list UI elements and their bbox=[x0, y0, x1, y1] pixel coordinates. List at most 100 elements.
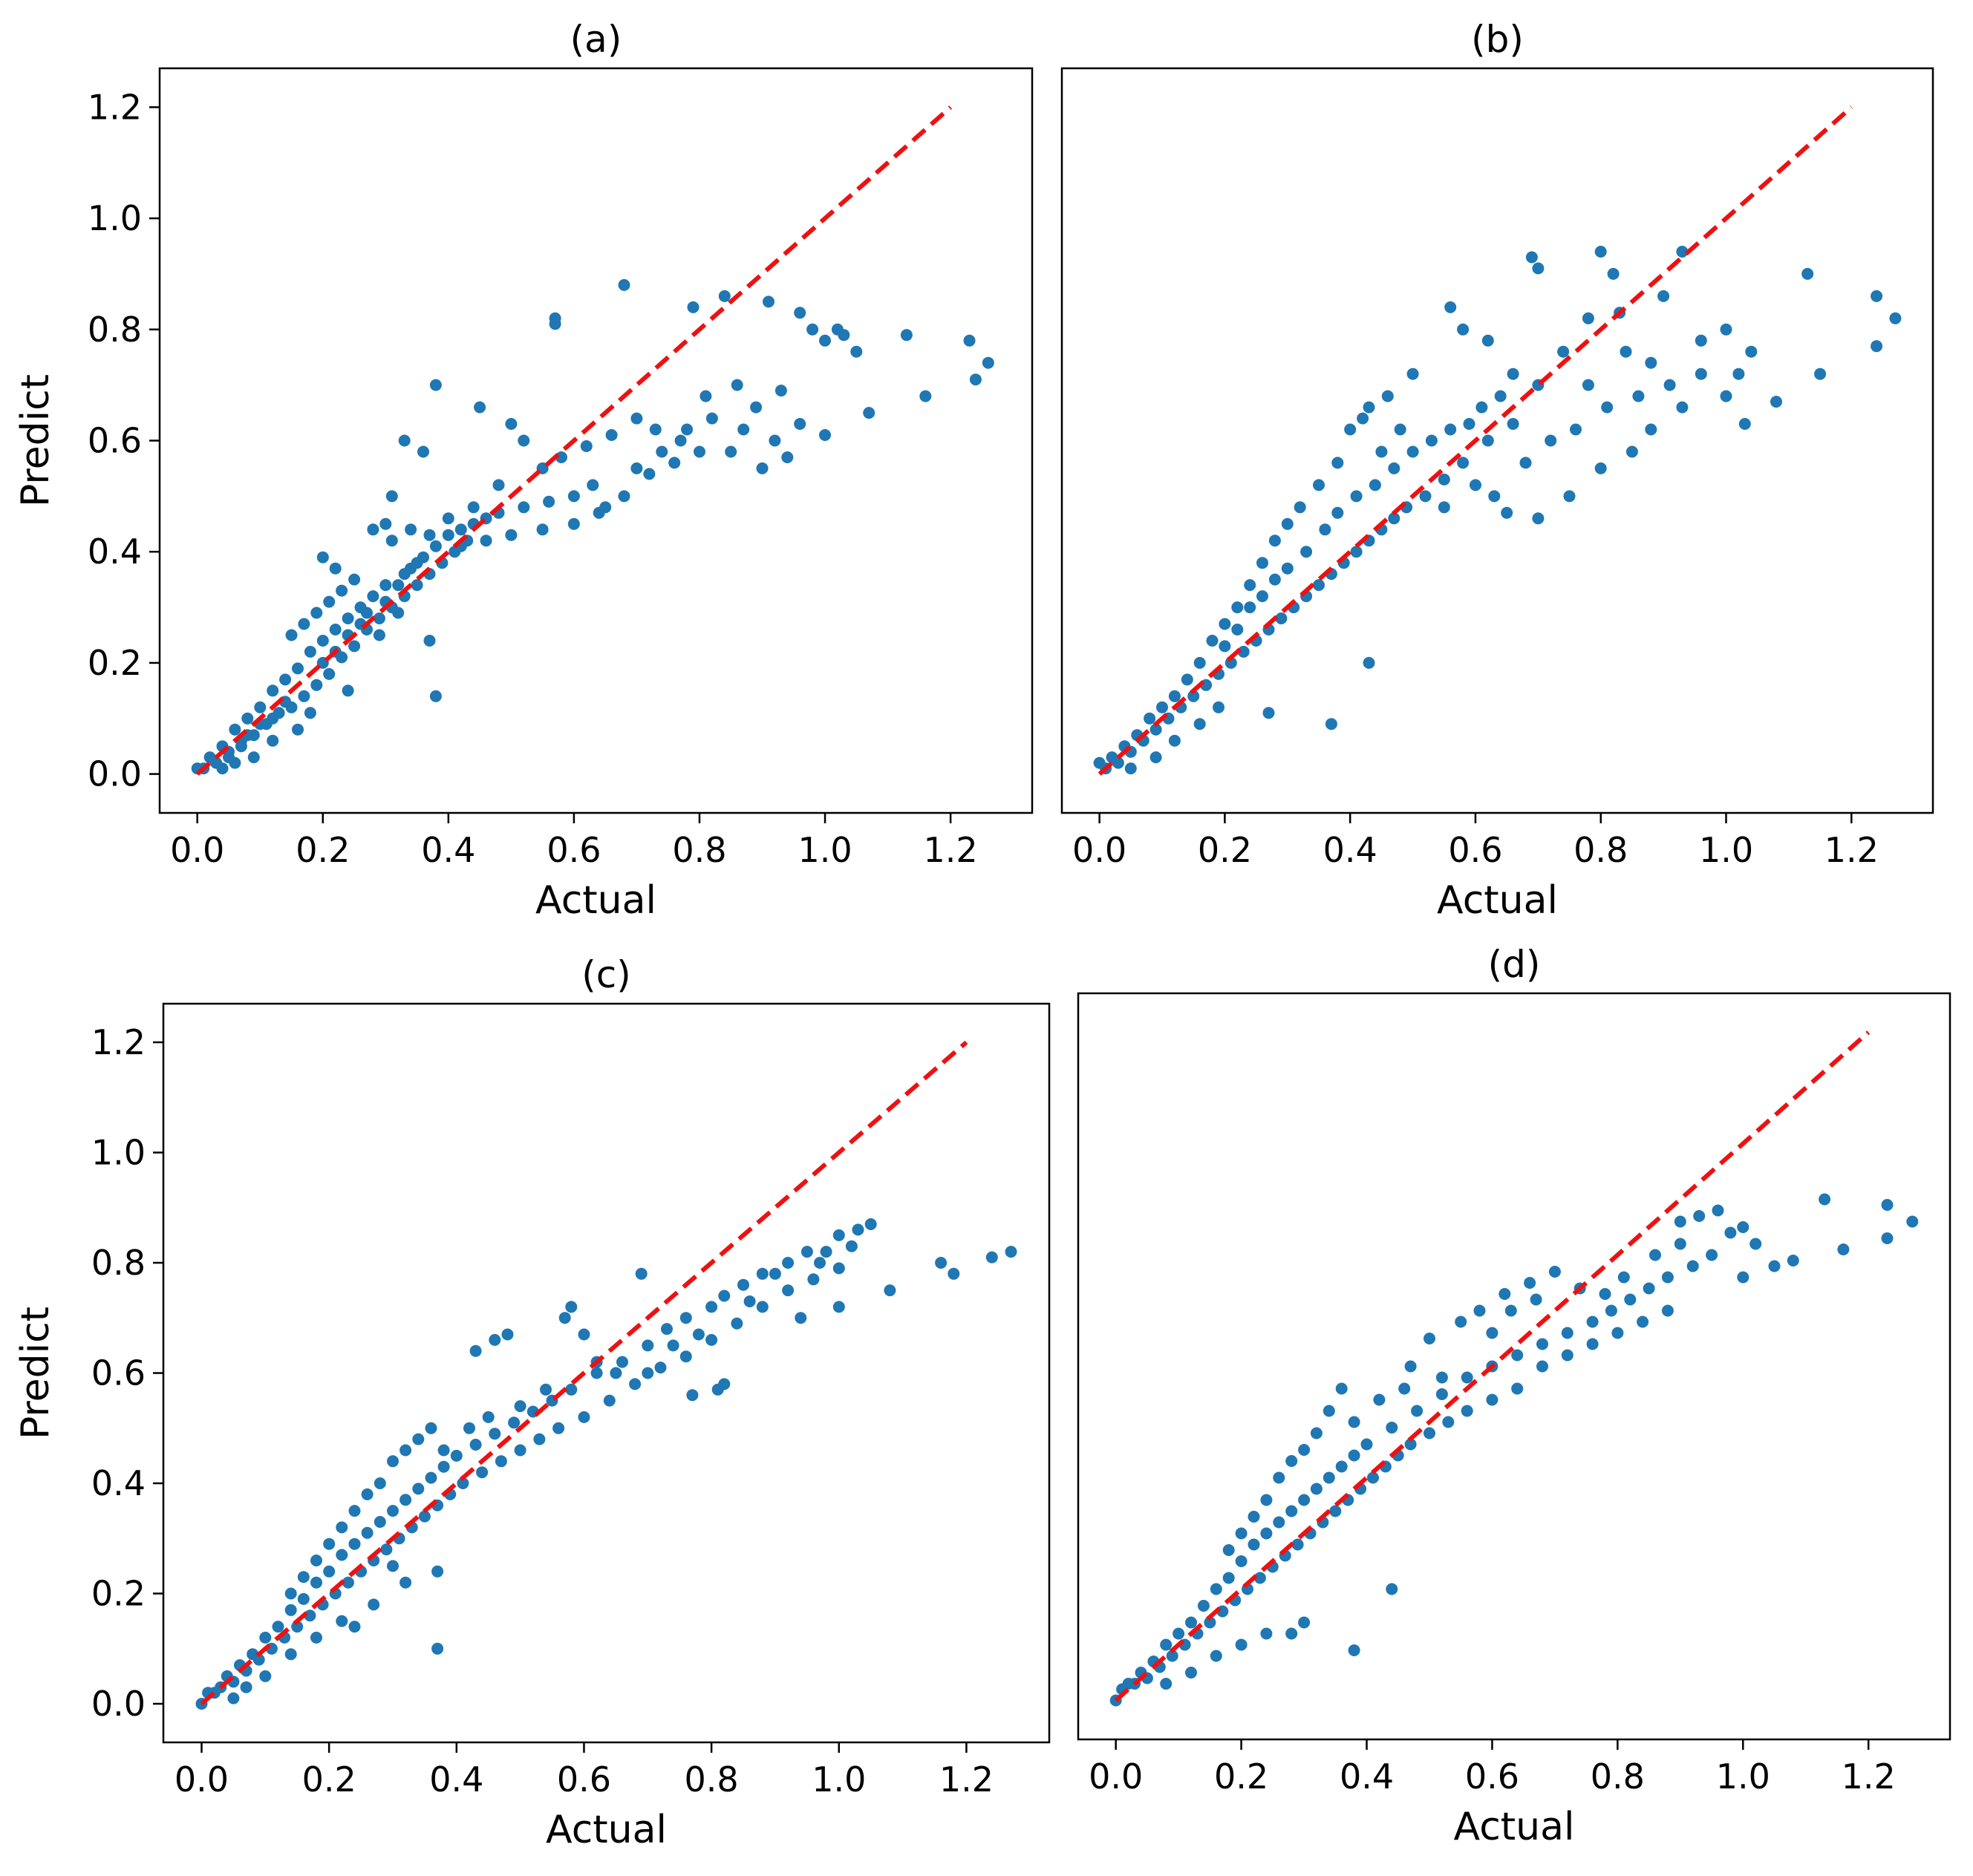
x-tick-label: 0.2 bbox=[1214, 1756, 1268, 1797]
scatter-point bbox=[1693, 1210, 1706, 1222]
scatter-point bbox=[1582, 312, 1594, 324]
scatter-point bbox=[1319, 523, 1331, 536]
scatter-point bbox=[1291, 1538, 1304, 1551]
scatter-point bbox=[437, 1460, 450, 1473]
scatter-point bbox=[342, 1576, 354, 1589]
scatter-point bbox=[599, 501, 612, 514]
x-tick-label: 0.2 bbox=[302, 1759, 356, 1800]
x-tick-label: 1.2 bbox=[939, 1759, 994, 1800]
x-tick-label: 0.2 bbox=[296, 830, 350, 870]
scatter-point bbox=[705, 1333, 718, 1346]
scatter-point bbox=[449, 546, 461, 558]
scatter-point bbox=[1507, 418, 1519, 430]
scatter-point bbox=[1507, 367, 1519, 380]
scatter-point bbox=[1737, 1221, 1749, 1233]
scatter-point bbox=[1488, 490, 1501, 503]
x-tick-label: 1.0 bbox=[798, 830, 852, 870]
scatter-point bbox=[323, 1537, 336, 1550]
scatter-point bbox=[756, 1267, 769, 1280]
scatter-point bbox=[1231, 624, 1244, 635]
scatter-point bbox=[1244, 601, 1256, 614]
x-tick-label: 0.6 bbox=[547, 830, 601, 870]
panel-title: (b) bbox=[1471, 18, 1524, 61]
scatter-point bbox=[590, 1367, 603, 1379]
scatter-point bbox=[316, 635, 329, 647]
scatter-point bbox=[731, 379, 743, 391]
scatter-point bbox=[1248, 1511, 1260, 1523]
scatter-point bbox=[348, 1621, 361, 1633]
scatter-point bbox=[1260, 1527, 1273, 1540]
scatter-point bbox=[429, 690, 442, 702]
scatter-point bbox=[832, 1262, 845, 1275]
scatter-point bbox=[1373, 1393, 1386, 1406]
scatter-point bbox=[1695, 334, 1707, 347]
plot-frame bbox=[1077, 992, 1951, 1741]
scatter-point bbox=[756, 462, 769, 474]
scatter-point bbox=[387, 1455, 399, 1468]
scatter-point bbox=[1524, 1277, 1536, 1289]
scatter-point bbox=[348, 1537, 361, 1550]
scatter-point bbox=[1210, 1650, 1222, 1662]
identity-line bbox=[1098, 105, 1853, 776]
panel-a: (a) 0.0 0.2 0.4 0.6 0.8 1.0 1.2 0.00.20.40.60.… bbox=[13, 18, 1034, 923]
scatter-point bbox=[806, 323, 819, 336]
y-tick-label: 0.2 bbox=[88, 643, 142, 683]
scatter-point bbox=[1222, 1544, 1235, 1556]
scatter-point bbox=[329, 562, 342, 575]
x-ticks: 0.0 0.2 0.4 0.6 0.8 1.0 1.2 bbox=[175, 1742, 994, 1800]
scatter-point bbox=[1594, 462, 1607, 474]
scatter-point bbox=[1411, 1405, 1424, 1417]
y-tick-label: 0.0 bbox=[91, 1684, 146, 1724]
scatter-point bbox=[304, 1609, 316, 1622]
x-tick-label: 1.0 bbox=[812, 1759, 866, 1800]
x-tick-label: 0.8 bbox=[1591, 1756, 1645, 1797]
x-axis-label: Actual bbox=[1454, 1805, 1575, 1849]
scatter-point bbox=[814, 1257, 826, 1269]
scatter-point bbox=[699, 390, 712, 402]
scatter-point bbox=[694, 445, 705, 458]
scatter-point bbox=[1561, 1349, 1573, 1362]
scatter-point bbox=[336, 1549, 348, 1561]
scatter-point bbox=[731, 1317, 743, 1330]
scatter-point bbox=[743, 1295, 756, 1307]
y-tick-label: 1.0 bbox=[88, 198, 142, 238]
scatter-point bbox=[227, 1692, 240, 1705]
y-tick-label: 0.8 bbox=[88, 310, 142, 350]
scatter-point bbox=[469, 1344, 482, 1357]
scatter-point bbox=[1706, 1249, 1718, 1261]
scatter-point bbox=[686, 1389, 699, 1402]
scatter-point bbox=[267, 734, 279, 747]
scatter-point bbox=[259, 1631, 272, 1644]
scatter-point bbox=[1720, 323, 1732, 336]
scatter-point bbox=[1625, 445, 1638, 458]
scatter-point bbox=[1501, 506, 1513, 519]
scatter-point bbox=[1235, 1638, 1248, 1651]
scatter-point bbox=[405, 523, 417, 536]
scatter-point bbox=[565, 1383, 578, 1396]
scatter-point bbox=[630, 412, 643, 425]
x-axis-label: Actual bbox=[546, 1808, 667, 1852]
scatter-point bbox=[1149, 751, 1162, 764]
scatter-point bbox=[1770, 396, 1782, 408]
scatter-point bbox=[1657, 290, 1670, 302]
scatter-point bbox=[1298, 1444, 1311, 1456]
scatter-point bbox=[725, 445, 737, 458]
y-tick-label: 0.8 bbox=[91, 1243, 146, 1283]
scatter-point bbox=[935, 1257, 948, 1269]
scatter-point bbox=[1369, 479, 1381, 491]
panel-title: (d) bbox=[1488, 943, 1541, 986]
scatter-point bbox=[1187, 690, 1200, 702]
panel-title: (a) bbox=[570, 18, 622, 61]
scatter-point bbox=[1601, 401, 1614, 414]
scatter-point bbox=[505, 529, 518, 541]
scatter-point bbox=[969, 373, 982, 386]
scatter-point bbox=[518, 434, 530, 447]
scatter-point bbox=[267, 712, 279, 725]
scatter-point bbox=[336, 584, 348, 597]
scatter-point bbox=[1329, 1505, 1342, 1517]
scatter-point bbox=[1213, 701, 1224, 713]
scatter-point bbox=[1350, 490, 1363, 503]
scatter-point bbox=[1438, 473, 1450, 486]
